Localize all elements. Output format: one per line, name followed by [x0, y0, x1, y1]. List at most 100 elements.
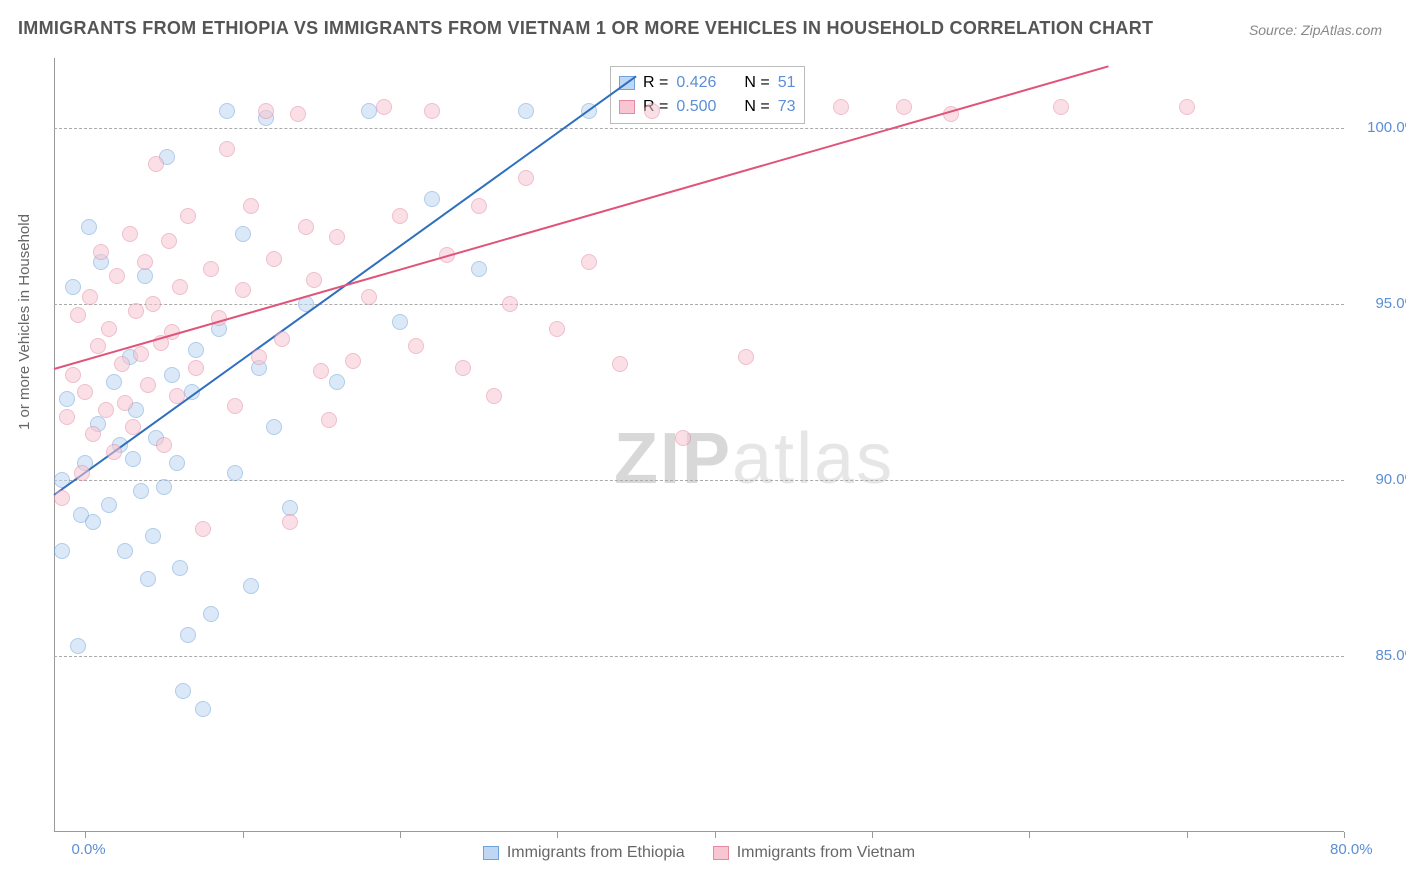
scatter-point [833, 99, 849, 115]
scatter-point [74, 465, 90, 481]
scatter-point [274, 331, 290, 347]
watermark-part2: atlas [732, 419, 894, 499]
correlation-legend: R = 0.426 N = 51 R = 0.500 N = 73 [610, 66, 805, 124]
scatter-point [128, 303, 144, 319]
y-axis-label: 1 or more Vehicles in Household [16, 214, 33, 430]
y-tick-label: 90.0% [1375, 471, 1406, 488]
scatter-point [1179, 99, 1195, 115]
scatter-point [321, 412, 337, 428]
scatter-point [137, 268, 153, 284]
scatter-point [471, 198, 487, 214]
x-tick [872, 832, 873, 838]
scatter-point [298, 219, 314, 235]
scatter-point [329, 374, 345, 390]
scatter-point [101, 497, 117, 513]
scatter-point [109, 268, 125, 284]
scatter-point [140, 377, 156, 393]
scatter-point [81, 219, 97, 235]
correlation-legend-row-ethiopia: R = 0.426 N = 51 [619, 71, 796, 95]
scatter-point [172, 560, 188, 576]
scatter-point [518, 103, 534, 119]
x-tick [1029, 832, 1030, 838]
scatter-point [282, 514, 298, 530]
scatter-point [117, 395, 133, 411]
y-tick-label: 100.0% [1367, 119, 1406, 136]
legend-item-ethiopia: Immigrants from Ethiopia [483, 844, 685, 862]
scatter-point [59, 391, 75, 407]
legend-item-vietnam: Immigrants from Vietnam [713, 844, 915, 862]
ethiopia-swatch-icon [483, 846, 499, 860]
scatter-point [424, 103, 440, 119]
scatter-point [195, 701, 211, 717]
scatter-point [581, 254, 597, 270]
scatter-point [85, 426, 101, 442]
scatter-point [203, 606, 219, 622]
y-tick-label: 95.0% [1375, 295, 1406, 312]
scatter-point [98, 402, 114, 418]
scatter-point [376, 99, 392, 115]
scatter-point [219, 141, 235, 157]
source-attribution: Source: ZipAtlas.com [1249, 22, 1382, 38]
scatter-point [65, 367, 81, 383]
scatter-point [258, 103, 274, 119]
scatter-point [313, 363, 329, 379]
scatter-point [424, 191, 440, 207]
scatter-point [266, 419, 282, 435]
scatter-point [486, 388, 502, 404]
ethiopia-r-value: 0.426 [676, 74, 716, 92]
n-label: N = [744, 74, 769, 92]
scatter-point [54, 543, 70, 559]
gridline-h [54, 128, 1344, 129]
scatter-point [227, 465, 243, 481]
legend-label-ethiopia: Immigrants from Ethiopia [507, 844, 685, 862]
scatter-point [644, 103, 660, 119]
x-tick-label: 0.0% [71, 841, 105, 858]
scatter-point [251, 349, 267, 365]
x-axis-line [54, 831, 1344, 832]
scatter-point [70, 638, 86, 654]
scatter-point [235, 282, 251, 298]
x-tick [1187, 832, 1188, 838]
scatter-point [59, 409, 75, 425]
scatter-point [145, 296, 161, 312]
scatter-point [243, 578, 259, 594]
scatter-point [1053, 99, 1069, 115]
scatter-point [361, 289, 377, 305]
vietnam-n-value: 73 [778, 98, 796, 116]
scatter-point [156, 437, 172, 453]
scatter-point [471, 261, 487, 277]
scatter-point [133, 483, 149, 499]
scatter-point [235, 226, 251, 242]
watermark-part1: ZIP [614, 419, 732, 499]
chart-title: IMMIGRANTS FROM ETHIOPIA VS IMMIGRANTS F… [18, 18, 1153, 39]
y-tick-label: 85.0% [1375, 647, 1406, 664]
x-tick [400, 832, 401, 838]
scatter-point [117, 543, 133, 559]
plot-area: ZIPatlas R = 0.426 N = 51 R = 0.500 N = … [54, 58, 1344, 832]
scatter-point [122, 226, 138, 242]
scatter-point [101, 321, 117, 337]
scatter-point [188, 342, 204, 358]
vietnam-swatch [619, 100, 635, 114]
scatter-point [169, 455, 185, 471]
y-axis-line [54, 58, 55, 832]
scatter-point [392, 208, 408, 224]
scatter-point [361, 103, 377, 119]
scatter-point [137, 254, 153, 270]
scatter-point [219, 103, 235, 119]
scatter-point [114, 356, 130, 372]
r-label: R = [643, 74, 668, 92]
scatter-point [172, 279, 188, 295]
scatter-point [195, 521, 211, 537]
scatter-point [54, 490, 70, 506]
scatter-point [549, 321, 565, 337]
scatter-point [70, 307, 86, 323]
scatter-point [65, 279, 81, 295]
scatter-point [169, 388, 185, 404]
scatter-point [106, 374, 122, 390]
scatter-point [77, 384, 93, 400]
x-tick [243, 832, 244, 838]
scatter-point [306, 272, 322, 288]
scatter-point [502, 296, 518, 312]
scatter-point [82, 289, 98, 305]
